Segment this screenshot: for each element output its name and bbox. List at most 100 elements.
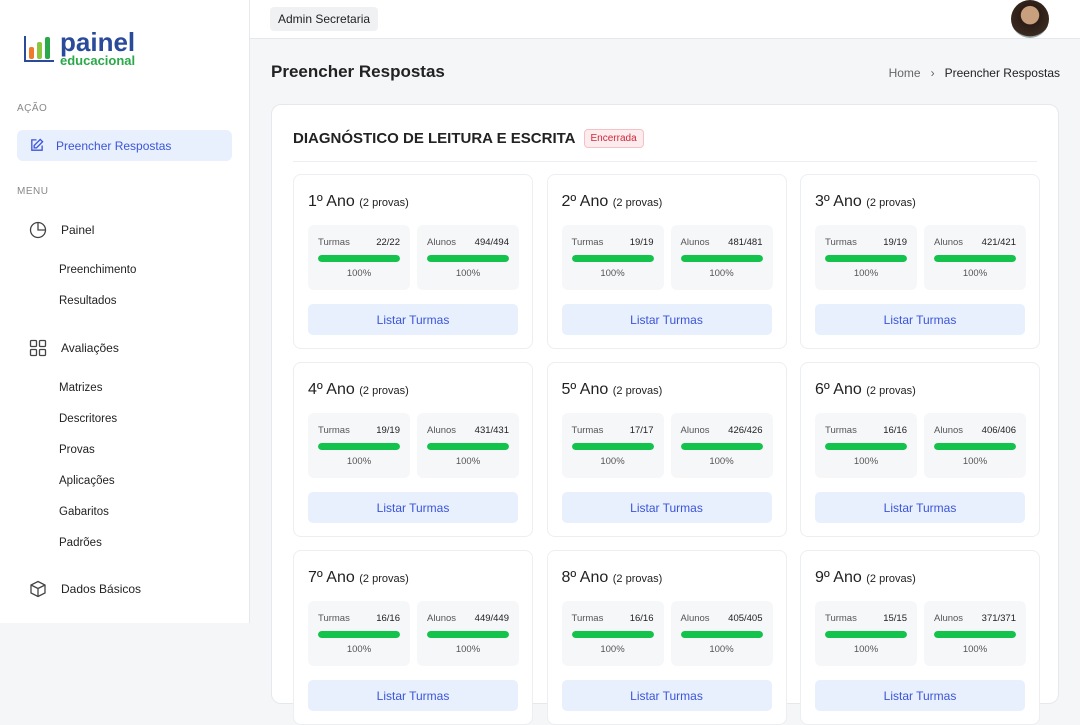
grade-name: 5º Ano [561,381,609,398]
stat-percent: 100% [455,456,481,467]
sidebar-item-painel[interactable]: Painel [29,221,94,239]
sidebar-item-avaliacoes[interactable]: Avaliações [29,339,119,357]
stat-value: 426/426 [728,425,763,436]
progress-bar [427,631,509,638]
stat-value: 405/405 [728,613,763,624]
list-classes-button[interactable]: Listar Turmas [815,304,1025,335]
progress-bar [571,631,654,638]
list-classes-button[interactable]: Listar Turmas [561,492,772,523]
progress-fill [571,631,654,638]
progress-bar [571,255,654,262]
stat-percent: 100% [346,268,372,279]
sidebar-item-gabaritos[interactable]: Gabaritos [59,506,109,518]
grid-icon [29,339,47,357]
sidebar-item-preencher-respostas[interactable]: Preencher Respostas [17,130,232,161]
stat-percent: 100% [455,268,481,279]
grade-name: 2º Ano [561,193,609,210]
stat-value: 481/481 [728,237,763,248]
grade-name: 1º Ano [308,193,355,210]
stat-percent: 100% [962,456,988,467]
grade-card: 3º Ano (2 provas) Turmas 19/19 100% Alunos… [800,174,1040,349]
logo[interactable]: painel educacional [24,27,136,67]
top-bar: Admin Secretaria [250,0,1080,39]
grade-title: 7º Ano (2 provas) [308,569,409,587]
sidebar-item-preenchimento[interactable]: Preenchimento [59,264,137,276]
stat-value: 15/15 [883,613,907,624]
stat-value: 371/371 [981,613,1016,624]
stat-label: Alunos [427,425,457,436]
sidebar-item-aplicacoes[interactable]: Aplicações [59,475,115,487]
sidebar-item-resultados[interactable]: Resultados [59,295,117,307]
list-classes-button[interactable]: Listar Turmas [561,304,772,335]
grade-card: 6º Ano (2 provas) Turmas 16/16 100% Alunos… [800,362,1040,537]
list-classes-button[interactable]: Listar Turmas [308,304,518,335]
stat-label: Turmas [318,425,350,436]
progress-fill [680,255,763,262]
grade-title: 9º Ano (2 provas) [815,569,916,587]
grade-name: 8º Ano [561,569,609,586]
stat-label: Turmas [571,613,604,624]
grade-card: 8º Ano (2 provas) Turmas 16/16 100% Alunos… [546,550,787,725]
progress-fill [427,443,509,450]
chevron-right-icon: › [930,66,935,80]
progress-fill [825,631,907,638]
pie-chart-icon [29,221,47,239]
stat-value: 421/421 [981,237,1016,248]
list-classes-button[interactable]: Listar Turmas [815,680,1025,711]
grade-card: 9º Ano (2 provas) Turmas 15/15 100% Alunos… [800,550,1040,725]
alunos-stat: Alunos 406/406 100% [924,413,1026,478]
stat-label: Turmas [571,237,604,248]
list-classes-button[interactable]: Listar Turmas [308,680,518,711]
sidebar-item-descritores[interactable]: Descritores [59,413,118,425]
exam-count: (2 provas) [866,197,916,209]
turmas-stat: Turmas 22/22 100% [308,225,410,290]
list-classes-button[interactable]: Listar Turmas [308,492,518,523]
sidebar-item-dados-basicos[interactable]: Dados Básicos [29,580,141,598]
stat-percent: 100% [853,268,879,279]
exam-count: (2 provas) [612,573,663,585]
turmas-stat: Turmas 16/16 100% [561,601,664,666]
progress-bar [934,631,1016,638]
stat-percent: 100% [709,456,734,467]
progress-bar [825,631,907,638]
sidebar-item-padroes[interactable]: Padrões [59,537,102,549]
section-label-acao: AÇÃO [17,103,48,114]
stat-label: Alunos [427,613,457,624]
progress-fill [571,255,654,262]
stat-label: Alunos [680,237,710,248]
stat-label: Alunos [427,237,457,248]
grade-name: 9º Ano [815,569,862,586]
stat-label: Alunos [934,613,964,624]
grade-title: 3º Ano (2 provas) [815,193,916,211]
stat-percent: 100% [600,268,625,279]
progress-fill [934,631,1016,638]
stat-value: 19/19 [629,237,654,248]
sidebar: painel educacional AÇÃO Preencher Respost… [0,0,250,623]
stat-percent: 100% [600,644,625,655]
sidebar-item-matrizes[interactable]: Matrizes [59,382,103,394]
stat-value: 19/19 [883,237,907,248]
turmas-stat: Turmas 19/19 100% [308,413,410,478]
progress-fill [825,443,907,450]
breadcrumb-home[interactable]: Home [888,66,921,80]
avatar[interactable] [1011,0,1049,38]
progress-bar [427,443,509,450]
stat-label: Alunos [934,425,964,436]
list-classes-button[interactable]: Listar Turmas [815,492,1025,523]
progress-bar [680,443,763,450]
alunos-stat: Alunos 431/431 100% [417,413,519,478]
section-label-menu: MENU [17,186,49,197]
list-classes-button[interactable]: Listar Turmas [561,680,772,711]
stat-value: 17/17 [629,425,654,436]
alunos-stat: Alunos 426/426 100% [670,413,773,478]
sidebar-item-provas[interactable]: Provas [59,444,95,456]
stat-label: Alunos [680,613,710,624]
progress-fill [934,443,1016,450]
user-name[interactable]: Admin Secretaria [270,7,379,31]
alunos-stat: Alunos 481/481 100% [670,225,773,290]
progress-bar [825,443,907,450]
logo-text: painel [60,27,136,57]
grade-title: 1º Ano (2 provas) [308,193,409,211]
grade-card: 4º Ano (2 provas) Turmas 19/19 100% Alunos… [293,362,533,537]
stat-percent: 100% [962,268,988,279]
